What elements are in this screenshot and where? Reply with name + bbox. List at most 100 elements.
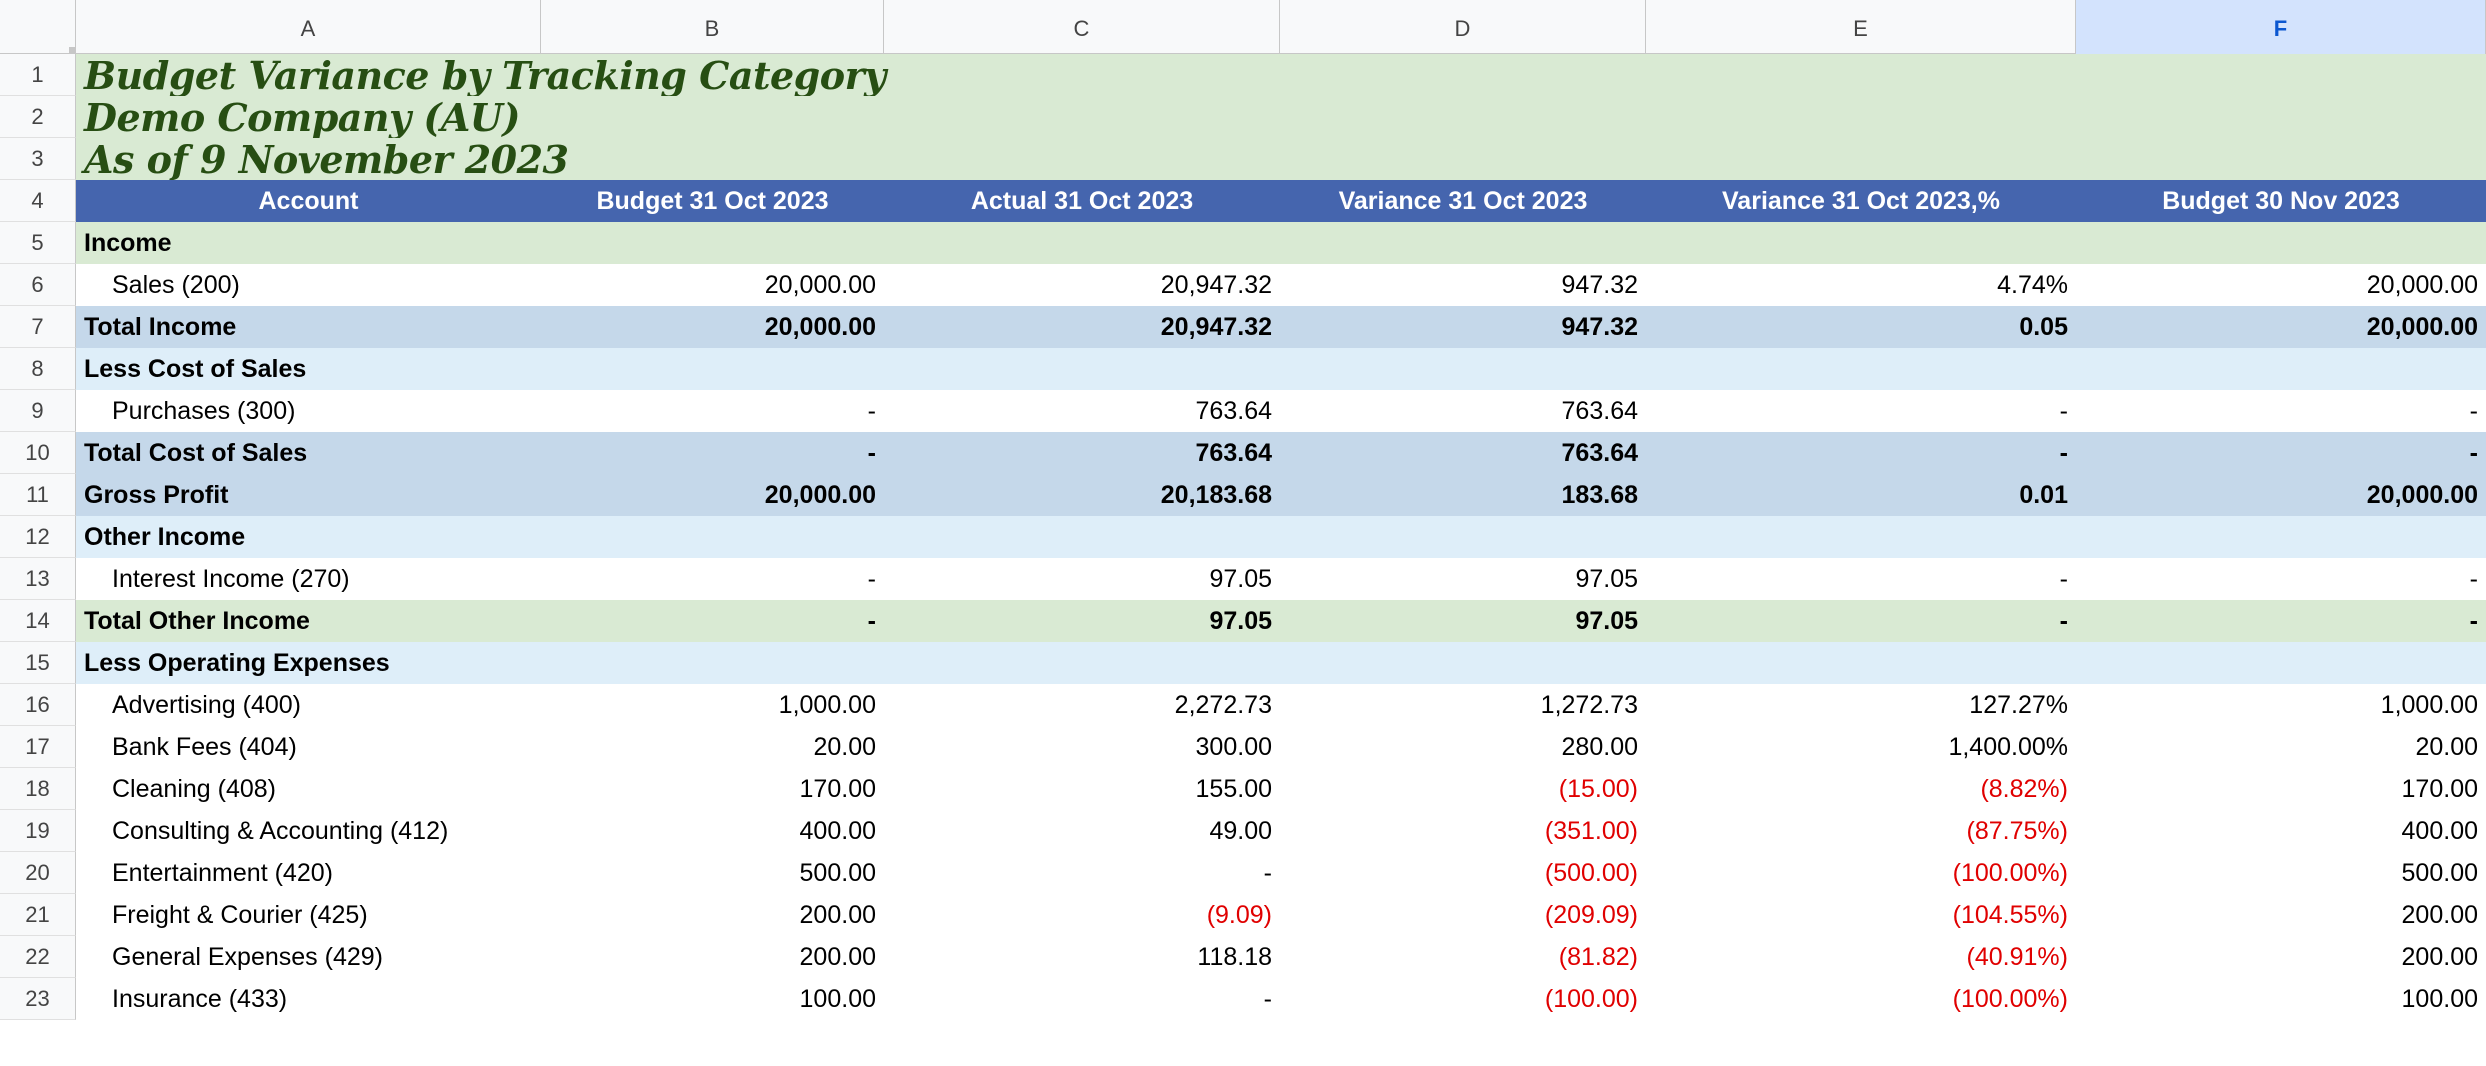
row-number[interactable]: 2	[0, 96, 76, 138]
cell-d[interactable]: (500.00)	[1280, 852, 1646, 894]
cell-a[interactable]: Less Cost of Sales	[76, 348, 541, 390]
row-number[interactable]: 16	[0, 684, 76, 726]
cell-f[interactable]: 200.00	[2076, 936, 2486, 978]
header-variance-oct[interactable]: Variance 31 Oct 2023	[1280, 180, 1646, 222]
cell-a[interactable]: Income	[76, 222, 541, 264]
cell-f[interactable]: 20.00	[2076, 726, 2486, 768]
cell-f[interactable]: 20,000.00	[2076, 306, 2486, 348]
cell-d[interactable]: 1,272.73	[1280, 684, 1646, 726]
cell-d[interactable]: 763.64	[1280, 390, 1646, 432]
cell-c[interactable]	[884, 642, 1280, 684]
cell-f[interactable]	[2076, 642, 2486, 684]
cell-a[interactable]: Advertising (400)	[76, 684, 541, 726]
row-number[interactable]: 21	[0, 894, 76, 936]
cell-b[interactable]: 170.00	[541, 768, 884, 810]
cell-b[interactable]: -	[541, 432, 884, 474]
row-number[interactable]: 11	[0, 474, 76, 516]
cell-b[interactable]	[541, 222, 884, 264]
cell-f[interactable]: 500.00	[2076, 852, 2486, 894]
cell-a[interactable]: Purchases (300)	[76, 390, 541, 432]
cell-e[interactable]: 0.01	[1646, 474, 2076, 516]
row-number[interactable]: 12	[0, 516, 76, 558]
cell-a[interactable]: Consulting & Accounting (412)	[76, 810, 541, 852]
cell-f[interactable]: 20,000.00	[2076, 474, 2486, 516]
cell-b[interactable]	[541, 516, 884, 558]
cell-f[interactable]: 1,000.00	[2076, 684, 2486, 726]
cell-a[interactable]: Total Cost of Sales	[76, 432, 541, 474]
cell-e[interactable]: 1,400.00%	[1646, 726, 2076, 768]
row-number[interactable]: 23	[0, 978, 76, 1020]
cell-d[interactable]: (15.00)	[1280, 768, 1646, 810]
cell-d[interactable]: 947.32	[1280, 306, 1646, 348]
cell-f[interactable]	[2076, 348, 2486, 390]
cell-a[interactable]: Sales (200)	[76, 264, 541, 306]
cell-b[interactable]: -	[541, 558, 884, 600]
cell-d[interactable]	[1280, 642, 1646, 684]
row-number[interactable]: 15	[0, 642, 76, 684]
cell-b[interactable]: 200.00	[541, 936, 884, 978]
column-header-f[interactable]: F	[2076, 0, 2486, 54]
cell-f[interactable]: 200.00	[2076, 894, 2486, 936]
report-date-cell[interactable]: As of 9 November 2023	[76, 137, 2486, 182]
select-all-corner[interactable]	[0, 0, 76, 54]
column-header-c[interactable]: C	[884, 0, 1280, 54]
cell-c[interactable]: 763.64	[884, 432, 1280, 474]
cell-e[interactable]	[1646, 222, 2076, 264]
cell-b[interactable]	[541, 348, 884, 390]
cell-f[interactable]: -	[2076, 390, 2486, 432]
row-number[interactable]: 7	[0, 306, 76, 348]
cell-d[interactable]: (209.09)	[1280, 894, 1646, 936]
company-name-cell[interactable]: Demo Company (AU)	[76, 95, 2486, 140]
cell-e[interactable]: 0.05	[1646, 306, 2076, 348]
cell-c[interactable]: 763.64	[884, 390, 1280, 432]
cell-e[interactable]: (40.91%)	[1646, 936, 2076, 978]
cell-a[interactable]: Total Income	[76, 306, 541, 348]
cell-c[interactable]: 20,183.68	[884, 474, 1280, 516]
cell-c[interactable]: (9.09)	[884, 894, 1280, 936]
header-budget-oct[interactable]: Budget 31 Oct 2023	[541, 180, 884, 222]
cell-b[interactable]: 1,000.00	[541, 684, 884, 726]
cell-c[interactable]: 97.05	[884, 558, 1280, 600]
cell-e[interactable]: -	[1646, 432, 2076, 474]
cell-a[interactable]: General Expenses (429)	[76, 936, 541, 978]
cell-d[interactable]	[1280, 222, 1646, 264]
cell-d[interactable]: 280.00	[1280, 726, 1646, 768]
column-header-e[interactable]: E	[1646, 0, 2076, 54]
cell-b[interactable]: 400.00	[541, 810, 884, 852]
row-number[interactable]: 14	[0, 600, 76, 642]
row-number[interactable]: 4	[0, 180, 76, 222]
cell-f[interactable]: -	[2076, 558, 2486, 600]
cell-d[interactable]: (81.82)	[1280, 936, 1646, 978]
cell-d[interactable]: 183.68	[1280, 474, 1646, 516]
cell-e[interactable]	[1646, 642, 2076, 684]
column-header-d[interactable]: D	[1280, 0, 1646, 54]
column-header-b[interactable]: B	[541, 0, 884, 54]
cell-b[interactable]	[541, 642, 884, 684]
cell-c[interactable]: 97.05	[884, 600, 1280, 642]
header-variance-pct-oct[interactable]: Variance 31 Oct 2023,%	[1646, 180, 2076, 222]
cell-b[interactable]: 200.00	[541, 894, 884, 936]
cell-c[interactable]: 20,947.32	[884, 264, 1280, 306]
row-number[interactable]: 6	[0, 264, 76, 306]
cell-a[interactable]: Other Income	[76, 516, 541, 558]
cell-f[interactable]: 400.00	[2076, 810, 2486, 852]
cell-f[interactable]	[2076, 516, 2486, 558]
column-header-a[interactable]: A	[76, 0, 541, 54]
cell-f[interactable]: 170.00	[2076, 768, 2486, 810]
cell-a[interactable]: Interest Income (270)	[76, 558, 541, 600]
cell-d[interactable]: 97.05	[1280, 600, 1646, 642]
row-number[interactable]: 10	[0, 432, 76, 474]
row-number[interactable]: 8	[0, 348, 76, 390]
cell-e[interactable]: (87.75%)	[1646, 810, 2076, 852]
cell-b[interactable]: 20,000.00	[541, 264, 884, 306]
cell-e[interactable]: (8.82%)	[1646, 768, 2076, 810]
row-number[interactable]: 18	[0, 768, 76, 810]
header-actual-oct[interactable]: Actual 31 Oct 2023	[884, 180, 1280, 222]
cell-c[interactable]: 20,947.32	[884, 306, 1280, 348]
cell-c[interactable]: 2,272.73	[884, 684, 1280, 726]
cell-c[interactable]	[884, 516, 1280, 558]
header-budget-nov[interactable]: Budget 30 Nov 2023	[2076, 180, 2486, 222]
row-number[interactable]: 3	[0, 138, 76, 180]
cell-f[interactable]: -	[2076, 432, 2486, 474]
cell-f[interactable]: -	[2076, 600, 2486, 642]
